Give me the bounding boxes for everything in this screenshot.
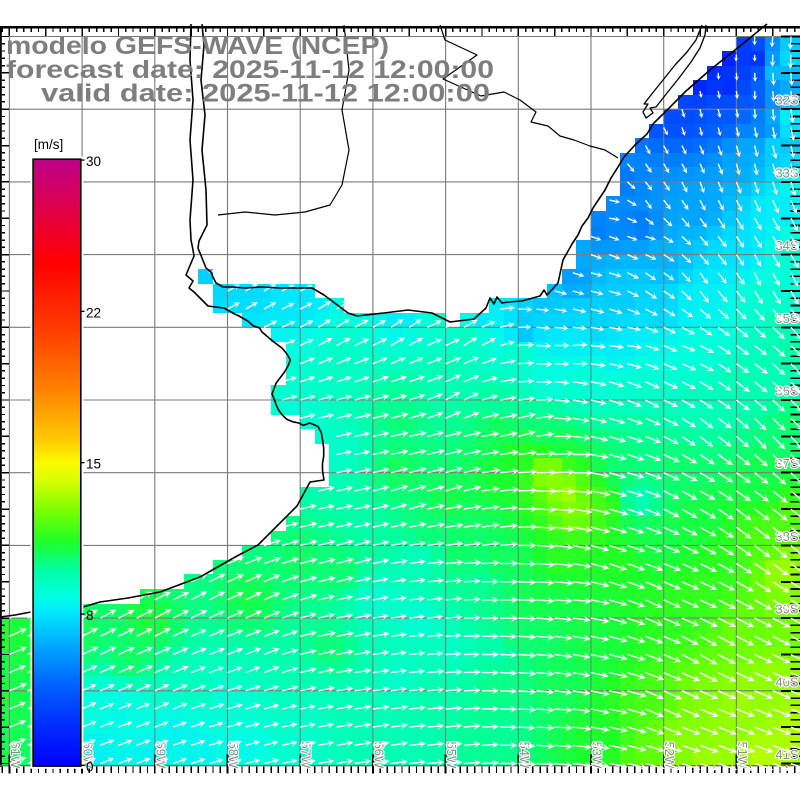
svg-text:37S: 37S — [775, 456, 798, 471]
svg-text:38S: 38S — [775, 529, 798, 544]
svg-text:22: 22 — [86, 305, 101, 320]
svg-text:forecast date: 2025-11-12 12:0: forecast date: 2025-11-12 12:00:00 — [6, 56, 494, 84]
svg-text:41S: 41S — [775, 747, 798, 762]
svg-text:8: 8 — [86, 608, 94, 623]
svg-text:33S: 33S — [775, 165, 798, 180]
svg-text:40S: 40S — [775, 674, 798, 689]
svg-text:54W: 54W — [517, 742, 532, 769]
svg-text:15: 15 — [86, 457, 101, 472]
svg-text:36S: 36S — [775, 384, 798, 399]
svg-text:modelo GEFS-WAVE (NCEP): modelo GEFS-WAVE (NCEP) — [6, 32, 389, 60]
svg-text:30: 30 — [86, 154, 101, 169]
svg-text:0: 0 — [86, 759, 94, 774]
svg-text:valid date: 2025-11-12 12:00:0: valid date: 2025-11-12 12:00:00 — [41, 80, 490, 108]
svg-text:52W: 52W — [662, 742, 677, 769]
svg-text:[m/s]: [m/s] — [34, 137, 63, 152]
svg-text:35S: 35S — [775, 311, 798, 326]
svg-text:32S: 32S — [775, 93, 798, 108]
